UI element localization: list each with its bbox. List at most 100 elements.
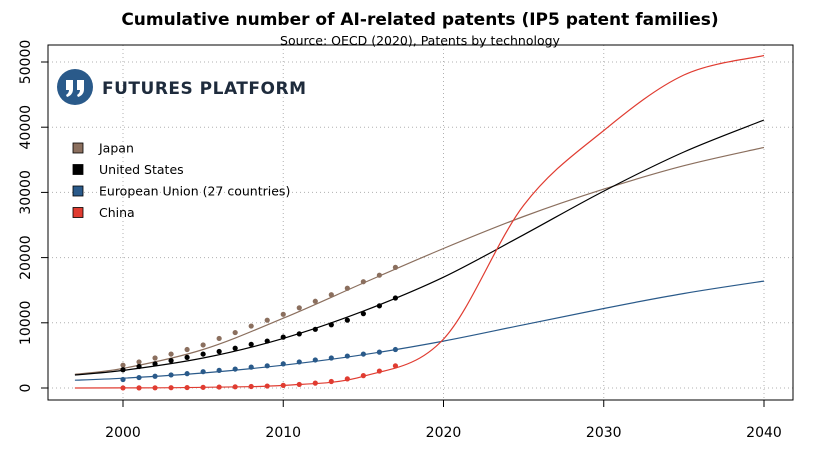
data-point-japan-2008 [248, 323, 254, 329]
data-point-japan-2003 [168, 351, 174, 357]
series-line-japan [74, 146, 765, 375]
data-point-united-states-2000 [120, 367, 126, 373]
data-point-china-2012 [312, 380, 318, 386]
data-point-united-states-2011 [296, 331, 302, 337]
data-point-japan-2004 [184, 346, 190, 353]
data-point-united-states-2004 [184, 354, 190, 360]
data-point-united-states-2014 [344, 317, 350, 323]
legend-label-china: China [99, 205, 135, 220]
data-point-china-2008 [248, 383, 254, 390]
series-line-united-states [74, 119, 765, 376]
data-point-japan-2007 [232, 329, 238, 336]
legend-swatch-china [72, 207, 84, 218]
x-axis: 2000 2010 2020 2030 2040 [105, 399, 782, 441]
data-point-japan-2005 [200, 342, 206, 348]
data-point-european-union-27-countries-2011 [296, 359, 302, 365]
data-point-japan-2001 [136, 359, 142, 365]
data-point-european-union-27-countries-2003 [168, 372, 174, 378]
data-point-china-2000 [120, 385, 126, 391]
data-point-japan-2009 [264, 317, 270, 323]
data-point-united-states-2010 [280, 334, 286, 340]
x-tick-label-4: 2040 [746, 425, 782, 441]
data-point-european-union-27-countries-2009 [264, 363, 270, 369]
data-point-united-states-2017 [392, 295, 399, 301]
data-point-china-2011 [296, 381, 302, 388]
data-point-japan-2013 [328, 292, 334, 298]
data-point-united-states-2005 [200, 351, 206, 357]
data-point-china-2010 [280, 382, 286, 388]
series-lines [74, 54, 765, 389]
data-point-european-union-27-countries-2002 [152, 373, 158, 379]
data-point-china-2014 [344, 376, 350, 382]
y-tick-label-1: 10000 [18, 301, 34, 346]
chart-subtitle: Source: OECD (2020), Patents by technolo… [280, 33, 561, 48]
legend-label-united-states: United States [99, 162, 184, 177]
brand-logo: FUTURES PLATFORM [57, 69, 306, 105]
legend-swatch-japan [72, 142, 84, 154]
legend-swatch-european-union-27-countries [72, 185, 84, 197]
data-point-china-2002 [152, 385, 158, 391]
legend-label-japan: Japan [98, 141, 134, 156]
quote-mark-left [66, 80, 73, 97]
y-tick-label-2: 20000 [18, 235, 34, 280]
data-point-japan-2011 [296, 305, 302, 311]
data-point-european-union-27-countries-2008 [248, 364, 254, 370]
quote-marks-icon [57, 69, 93, 105]
data-point-japan-2010 [280, 311, 286, 317]
data-point-european-union-27-countries-2001 [136, 374, 142, 381]
data-point-united-states-2012 [312, 326, 318, 332]
observed-points [120, 264, 399, 391]
data-point-china-2004 [184, 384, 190, 391]
data-point-european-union-27-countries-2005 [200, 369, 206, 375]
legend: Japan United States European Union (27 cou… [72, 141, 290, 220]
data-point-european-union-27-countries-2015 [360, 351, 366, 357]
brand-name: FUTURES PLATFORM [102, 79, 306, 99]
data-point-united-states-2009 [264, 338, 270, 344]
data-point-european-union-27-countries-2017 [392, 346, 399, 353]
data-point-united-states-2001 [136, 363, 142, 370]
data-point-european-union-27-countries-2012 [312, 357, 318, 363]
series-line-china [74, 54, 765, 389]
data-point-european-union-27-countries-2000 [120, 376, 126, 383]
data-point-united-states-2015 [360, 311, 366, 317]
legend-swatch-united-states [72, 164, 84, 175]
data-point-united-states-2006 [216, 348, 222, 355]
data-point-japan-2015 [360, 279, 366, 285]
data-point-european-union-27-countries-2013 [328, 355, 334, 361]
data-point-united-states-2013 [328, 322, 334, 328]
data-point-china-2015 [360, 373, 366, 379]
y-tick-label-3: 30000 [18, 170, 34, 215]
quote-mark-right [77, 80, 84, 97]
data-point-china-2016 [376, 368, 382, 374]
data-point-china-2013 [328, 378, 334, 385]
data-point-japan-2016 [376, 272, 382, 278]
data-point-united-states-2008 [248, 341, 254, 347]
data-point-japan-2002 [152, 355, 158, 361]
data-point-european-union-27-countries-2014 [344, 353, 350, 359]
data-point-japan-2012 [312, 298, 318, 304]
x-tick-label-3: 2030 [586, 425, 622, 441]
data-point-european-union-27-countries-2004 [184, 371, 190, 377]
x-tick-label-0: 2000 [105, 425, 141, 441]
data-point-united-states-2002 [152, 361, 158, 367]
data-point-european-union-27-countries-2016 [376, 349, 382, 355]
series-line-european-union-27-countries [74, 280, 765, 381]
legend-label-european-union-27-countries: European Union (27 countries) [99, 184, 290, 199]
data-point-china-2006 [216, 384, 222, 390]
chart-title: Cumulative number of AI-related patents … [121, 10, 718, 30]
y-tick-label-0: 0 [18, 384, 34, 393]
data-point-european-union-27-countries-2007 [232, 366, 238, 372]
data-point-china-2017 [392, 363, 399, 369]
data-point-japan-2014 [344, 285, 350, 291]
data-point-china-2003 [168, 385, 174, 391]
x-tick-label-1: 2010 [265, 425, 301, 441]
data-point-united-states-2003 [168, 358, 174, 364]
data-point-japan-2017 [392, 264, 399, 270]
data-point-japan-2006 [216, 335, 222, 342]
data-point-european-union-27-countries-2006 [216, 367, 222, 373]
data-point-china-2009 [264, 383, 270, 389]
y-axis: 0 10000 20000 30000 40000 50000 [18, 40, 49, 393]
y-tick-label-5: 50000 [18, 40, 34, 85]
data-point-china-2007 [232, 384, 238, 390]
